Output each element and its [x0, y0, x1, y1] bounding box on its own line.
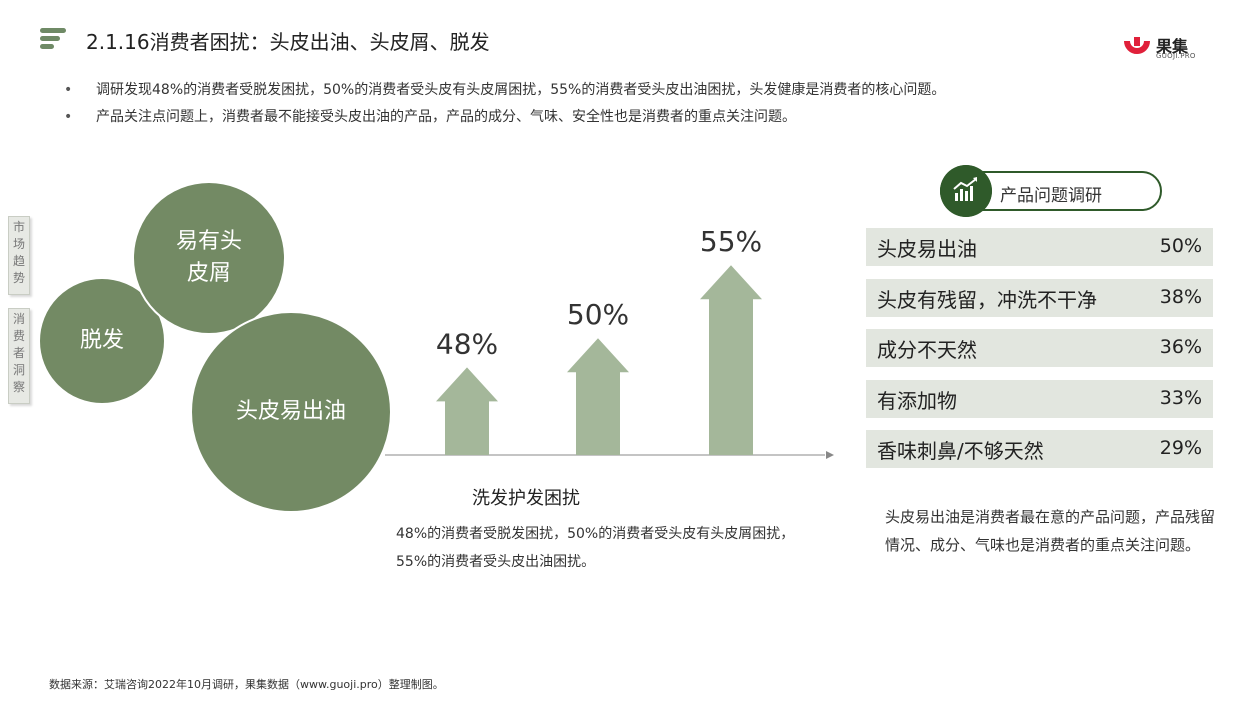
growth-chart-icon: [940, 165, 992, 217]
bubble-label: 头皮易出油: [236, 399, 347, 424]
value-label: 55%: [700, 230, 762, 258]
data-source: 数据来源：艾瑞咨询2022年10月调研，果集数据（www.guoji.pro）整…: [49, 678, 444, 691]
survey-row-label: 头皮有残留，冲洗不干净: [877, 287, 1097, 312]
menu-icon: [40, 28, 66, 50]
survey-title-pill: 产品问题调研: [940, 165, 1162, 217]
survey-summary: 头皮易出油是消费者最在意的产品问题，产品残留情况、成分、气味也是消费者的重点关注…: [885, 508, 1216, 554]
survey-row-value: 33%: [1159, 386, 1202, 409]
bubble-scalp-oil: 头皮易出油: [190, 311, 392, 513]
bullet-item: 调研发现48%的消费者受脱发困扰，50%的消费者受头皮有头皮屑困扰，55%的消费…: [64, 77, 1234, 104]
chart-label: 洗发护发困扰: [472, 488, 580, 509]
survey-list: 头皮易出油 50% 头皮有残留，冲洗不干净 38% 成分不天然 36% 有添加物…: [866, 228, 1213, 481]
logo-mark-icon: [1124, 37, 1150, 54]
side-tab-consumer-insight[interactable]: 消费者洞察: [8, 308, 30, 404]
side-tab-market-trend[interactable]: 市场趋势: [8, 216, 30, 295]
bullet-item: 产品关注点问题上，消费者最不能接受头皮出油的产品，产品的成分、气味、安全性也是消…: [64, 104, 1234, 131]
survey-row: 香味刺鼻/不够天然 29%: [866, 430, 1213, 468]
survey-row: 有添加物 33%: [866, 379, 1213, 418]
bubble-dandruff: 易有头皮屑: [132, 181, 286, 335]
bubble-label: 脱发: [79, 328, 124, 353]
bubble-label: 易有头皮屑: [175, 229, 242, 286]
brand-logo: 果集 GUOJI.PRO: [1124, 33, 1204, 63]
side-tab-label: 市场趋势: [12, 220, 25, 285]
survey-row: 成分不天然 36%: [866, 329, 1213, 367]
survey-row-value: 36%: [1159, 336, 1202, 358]
survey-row-value: 50%: [1159, 235, 1202, 257]
survey-row: 头皮有残留，冲洗不干净 38%: [866, 278, 1213, 317]
survey-row: 头皮易出油 50%: [866, 228, 1213, 266]
arrow-bar: [436, 367, 498, 455]
survey-row-label: 成分不天然: [877, 338, 977, 362]
summary-bullets: 调研发现48%的消费者受脱发困扰，50%的消费者受头皮有头皮屑困扰，55%的消费…: [64, 77, 1234, 131]
x-axis-arrowhead: [826, 451, 834, 459]
value-label: 48%: [436, 327, 498, 360]
logo-subtitle: GUOJI.PRO: [1156, 52, 1196, 60]
arrow-bar-chart: 48% 50% 55%: [385, 230, 834, 459]
survey-row-value: 38%: [1159, 285, 1202, 308]
survey-title: 产品问题调研: [1000, 186, 1102, 206]
arrow-bar: [700, 265, 762, 455]
survey-row-label: 头皮易出油: [877, 237, 977, 261]
survey-row-value: 29%: [1159, 437, 1202, 459]
side-tab-label: 消费者洞察: [12, 312, 25, 394]
value-label: 50%: [567, 298, 629, 331]
survey-row-label: 有添加物: [877, 388, 957, 413]
logo-name: 果集: [1156, 37, 1189, 56]
arrow-bar: [567, 338, 629, 455]
survey-row-label: 香味刺鼻/不够天然: [877, 439, 1044, 463]
page-title: 2.1.16消费者困扰：头皮出油、头皮屑、脱发: [86, 30, 490, 54]
chart-description: 48%的消费者受脱发困扰，50%的消费者受头皮有头皮屑困扰，55%的消费者受头皮…: [396, 526, 795, 570]
